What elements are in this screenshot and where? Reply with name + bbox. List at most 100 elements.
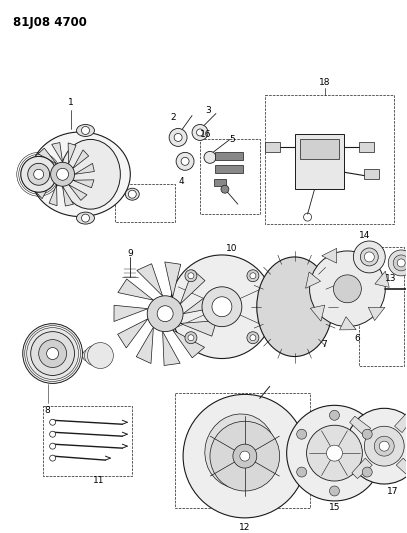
Circle shape [379, 441, 389, 451]
Circle shape [57, 168, 68, 180]
Circle shape [27, 328, 79, 379]
Circle shape [50, 419, 56, 425]
Circle shape [364, 426, 404, 466]
Circle shape [306, 425, 362, 481]
Circle shape [174, 133, 182, 141]
Ellipse shape [125, 188, 139, 200]
Polygon shape [357, 248, 372, 264]
Polygon shape [180, 321, 217, 336]
Text: 5: 5 [229, 135, 235, 144]
Circle shape [169, 128, 187, 147]
Polygon shape [38, 148, 57, 164]
Polygon shape [306, 272, 321, 288]
Circle shape [297, 467, 306, 477]
Circle shape [397, 259, 405, 267]
Circle shape [170, 255, 274, 359]
Polygon shape [52, 142, 63, 163]
Text: 3: 3 [205, 106, 211, 115]
Circle shape [330, 486, 339, 496]
Text: 1: 1 [68, 98, 73, 107]
Bar [265, 142, 280, 152]
Bar [265, 95, 394, 224]
Circle shape [360, 248, 378, 266]
Circle shape [34, 169, 44, 179]
Circle shape [204, 151, 216, 163]
Bar [215, 152, 243, 160]
Bar [364, 169, 379, 179]
Bar [175, 393, 310, 508]
Ellipse shape [257, 257, 333, 357]
Circle shape [202, 287, 242, 327]
Circle shape [28, 163, 50, 185]
Polygon shape [118, 319, 148, 348]
Bar [300, 140, 339, 159]
Circle shape [50, 455, 56, 461]
Circle shape [23, 324, 83, 383]
Polygon shape [375, 271, 389, 287]
Polygon shape [137, 264, 163, 296]
Circle shape [185, 332, 197, 344]
Circle shape [240, 451, 250, 461]
Polygon shape [49, 184, 57, 206]
Circle shape [185, 270, 197, 282]
Polygon shape [165, 262, 181, 297]
Circle shape [353, 241, 385, 273]
Polygon shape [74, 164, 94, 174]
Ellipse shape [31, 132, 130, 216]
Polygon shape [368, 307, 385, 320]
Circle shape [83, 350, 94, 361]
Circle shape [192, 125, 208, 140]
Text: 17: 17 [387, 488, 398, 496]
Text: 7: 7 [322, 340, 327, 349]
Circle shape [233, 444, 257, 468]
Text: 15: 15 [329, 503, 340, 512]
Text: 81J08 4700: 81J08 4700 [13, 16, 87, 29]
Circle shape [393, 255, 407, 271]
Circle shape [310, 251, 385, 327]
Polygon shape [180, 270, 205, 304]
Polygon shape [396, 458, 407, 479]
Circle shape [221, 185, 229, 193]
Bar [115, 184, 175, 222]
Circle shape [247, 332, 259, 344]
Text: 13: 13 [385, 274, 396, 284]
Circle shape [287, 405, 382, 501]
Bar [215, 165, 243, 173]
Polygon shape [339, 317, 356, 330]
Circle shape [81, 126, 90, 134]
Circle shape [330, 410, 339, 420]
Ellipse shape [77, 125, 94, 136]
Circle shape [85, 345, 105, 366]
Polygon shape [114, 305, 148, 321]
Bar [359, 247, 404, 367]
Polygon shape [68, 184, 87, 200]
Circle shape [50, 431, 56, 437]
Polygon shape [173, 330, 205, 358]
Circle shape [50, 163, 74, 186]
Circle shape [212, 297, 232, 317]
Bar [359, 142, 374, 152]
Text: 18: 18 [319, 78, 330, 87]
Ellipse shape [205, 414, 275, 488]
Text: 16: 16 [200, 131, 212, 140]
Circle shape [181, 157, 189, 165]
Circle shape [297, 429, 306, 439]
Polygon shape [163, 332, 180, 366]
Circle shape [197, 129, 204, 136]
Circle shape [50, 443, 56, 449]
Polygon shape [311, 305, 325, 321]
Circle shape [364, 252, 374, 262]
Text: 12: 12 [239, 523, 251, 532]
Circle shape [47, 348, 59, 360]
Polygon shape [31, 161, 52, 169]
Circle shape [81, 214, 90, 222]
Polygon shape [136, 327, 153, 364]
Bar [43, 406, 132, 476]
Circle shape [39, 340, 67, 367]
Circle shape [374, 436, 394, 456]
Circle shape [250, 273, 256, 279]
Ellipse shape [77, 212, 94, 224]
Polygon shape [183, 292, 217, 314]
Circle shape [188, 273, 194, 279]
Circle shape [157, 306, 173, 322]
